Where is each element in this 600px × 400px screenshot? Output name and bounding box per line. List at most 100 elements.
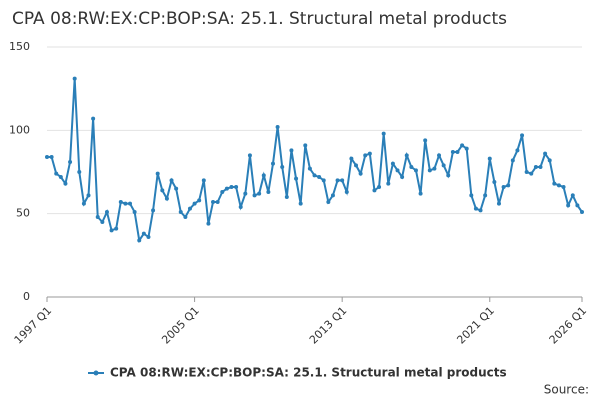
data-point xyxy=(128,201,133,206)
data-point xyxy=(510,158,515,163)
data-point xyxy=(187,206,192,211)
data-point xyxy=(321,178,326,183)
data-point xyxy=(404,153,409,158)
data-point xyxy=(72,76,77,81)
data-point xyxy=(358,171,363,176)
data-point xyxy=(312,173,317,178)
data-point xyxy=(114,226,119,231)
data-point xyxy=(261,173,266,178)
data-point xyxy=(395,168,400,173)
data-point xyxy=(543,151,548,156)
data-point xyxy=(91,116,96,121)
data-point xyxy=(238,205,243,209)
data-point xyxy=(326,200,331,204)
data-point xyxy=(68,160,73,164)
y-tick-label: 50 xyxy=(16,207,30,220)
chart-title: CPA 08:RW:EX:CP:BOP:SA: 25.1. Structural… xyxy=(12,9,507,29)
x-tick-label: 2021 Q1 xyxy=(454,304,497,347)
data-point xyxy=(570,193,575,198)
data-point xyxy=(289,148,294,153)
data-point xyxy=(552,181,557,186)
data-point xyxy=(224,186,229,191)
data-point xyxy=(164,196,169,201)
data-point xyxy=(533,165,538,169)
data-point xyxy=(469,193,474,198)
x-tick-label: 1997 Q1 xyxy=(12,304,55,347)
source: Source: xyxy=(544,383,589,397)
data-point xyxy=(192,201,197,206)
data-point xyxy=(132,210,137,214)
data-point xyxy=(464,146,469,151)
data-point xyxy=(77,170,82,174)
data-point xyxy=(151,208,156,213)
y-tick-label: 0 xyxy=(23,290,30,303)
data-point xyxy=(363,153,368,158)
data-point xyxy=(183,215,188,219)
data-point xyxy=(547,158,552,163)
data-point xyxy=(141,231,146,236)
data-point xyxy=(206,221,211,226)
data-point xyxy=(169,178,174,183)
data-point xyxy=(354,163,359,168)
data-point xyxy=(580,210,584,214)
data-point xyxy=(432,166,437,171)
data-point xyxy=(104,210,109,214)
legend-marker xyxy=(93,370,99,376)
data-point xyxy=(450,150,455,154)
data-point xyxy=(174,186,179,191)
data-point xyxy=(501,185,506,189)
data-point xyxy=(270,161,275,166)
data-point xyxy=(566,203,571,208)
data-point xyxy=(561,185,566,189)
data-point xyxy=(257,191,262,196)
data-point xyxy=(344,190,349,194)
data-point xyxy=(335,178,340,183)
data-point xyxy=(234,185,239,189)
data-point xyxy=(575,203,580,208)
data-point xyxy=(54,171,59,176)
data-point xyxy=(100,220,105,224)
data-point xyxy=(307,166,312,171)
data-point xyxy=(446,173,451,178)
data-point xyxy=(252,193,257,198)
data-point xyxy=(460,143,465,148)
data-point xyxy=(58,175,63,179)
data-point xyxy=(473,206,478,211)
data-point xyxy=(377,185,382,189)
data-point xyxy=(455,150,460,154)
data-point xyxy=(372,188,377,193)
data-point xyxy=(478,208,483,213)
data-point xyxy=(95,215,100,219)
data-point xyxy=(538,165,543,169)
data-point xyxy=(298,201,303,206)
data-point xyxy=(197,198,202,203)
data-point xyxy=(496,201,501,206)
data-point xyxy=(243,191,248,196)
y-tick-label: 150 xyxy=(9,40,30,53)
data-point xyxy=(413,168,418,173)
data-point xyxy=(427,168,432,173)
data-point xyxy=(229,185,234,189)
data-point xyxy=(266,190,271,194)
data-point xyxy=(63,181,68,186)
series-line xyxy=(47,78,583,243)
data-point xyxy=(487,156,492,161)
y-tick-label: 100 xyxy=(9,123,30,136)
data-point xyxy=(123,201,128,206)
data-point xyxy=(524,170,529,174)
data-point xyxy=(215,200,220,204)
data-point xyxy=(390,161,395,166)
data-point xyxy=(437,153,442,158)
data-point xyxy=(303,143,308,148)
data-point xyxy=(294,176,299,181)
data-point xyxy=(529,171,534,176)
data-point xyxy=(280,165,285,169)
data-point xyxy=(520,133,525,138)
data-point xyxy=(118,200,123,204)
data-point xyxy=(492,180,497,184)
data-point xyxy=(367,151,372,156)
data-point xyxy=(400,175,405,179)
legend-label: CPA 08:RW:EX:CP:BOP:SA: 25.1. Structural… xyxy=(110,366,507,380)
data-point xyxy=(340,178,345,183)
